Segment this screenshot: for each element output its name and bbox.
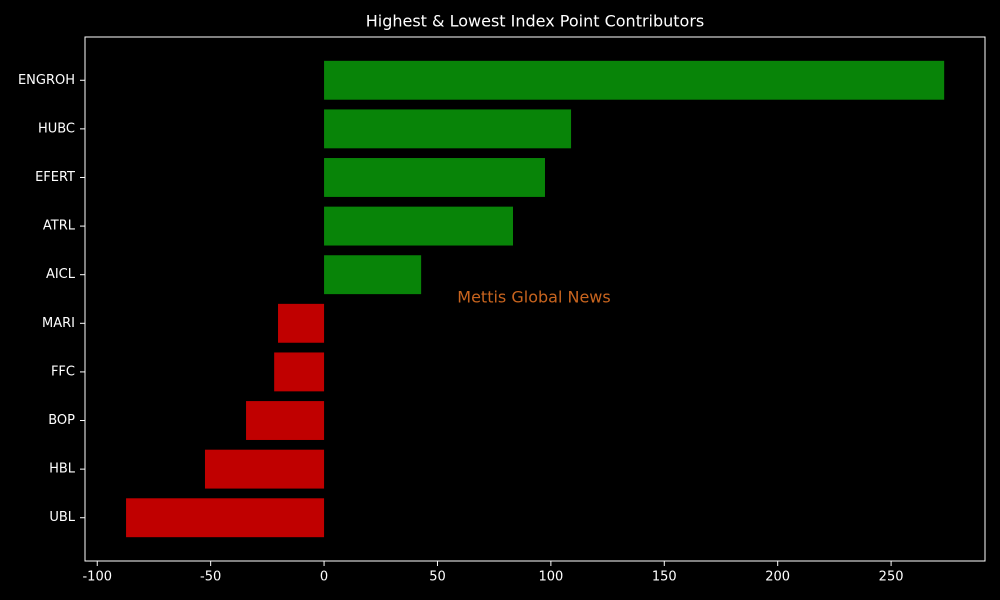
y-tick-label: ATRL — [43, 219, 76, 234]
y-tick-label: ENGROH — [18, 73, 75, 88]
x-tick-label: -50 — [200, 570, 221, 585]
y-tick-label: FFC — [51, 364, 75, 379]
bar — [324, 109, 572, 149]
bar — [324, 206, 513, 246]
bar — [204, 449, 325, 489]
bar — [324, 255, 422, 295]
x-tick-label: 150 — [652, 570, 677, 585]
x-tick-label: 50 — [429, 570, 446, 585]
bar — [324, 158, 545, 197]
y-tick-label: HUBC — [38, 121, 75, 136]
axes-frame — [84, 36, 986, 562]
bar — [274, 352, 325, 392]
y-tick-label: AICL — [46, 267, 76, 282]
y-tick-label: BOP — [48, 413, 75, 428]
x-tick-label: 100 — [538, 570, 563, 585]
bar — [324, 60, 945, 100]
chart-title: Highest & Lowest Index Point Contributor… — [366, 12, 705, 31]
annotation: Mettis Global News — [457, 288, 610, 307]
x-tick-label: 250 — [879, 570, 904, 585]
y-tick-label: MARI — [42, 316, 75, 331]
bar — [246, 401, 325, 440]
y-tick-label: HBL — [49, 462, 76, 477]
y-tick-label: EFERT — [35, 170, 75, 185]
bar — [126, 498, 325, 538]
y-tick-label: UBL — [49, 510, 75, 525]
x-tick-label: 200 — [765, 570, 790, 585]
x-tick-label: 0 — [320, 570, 328, 585]
x-tick-label: -100 — [82, 570, 112, 585]
bar — [278, 303, 325, 343]
